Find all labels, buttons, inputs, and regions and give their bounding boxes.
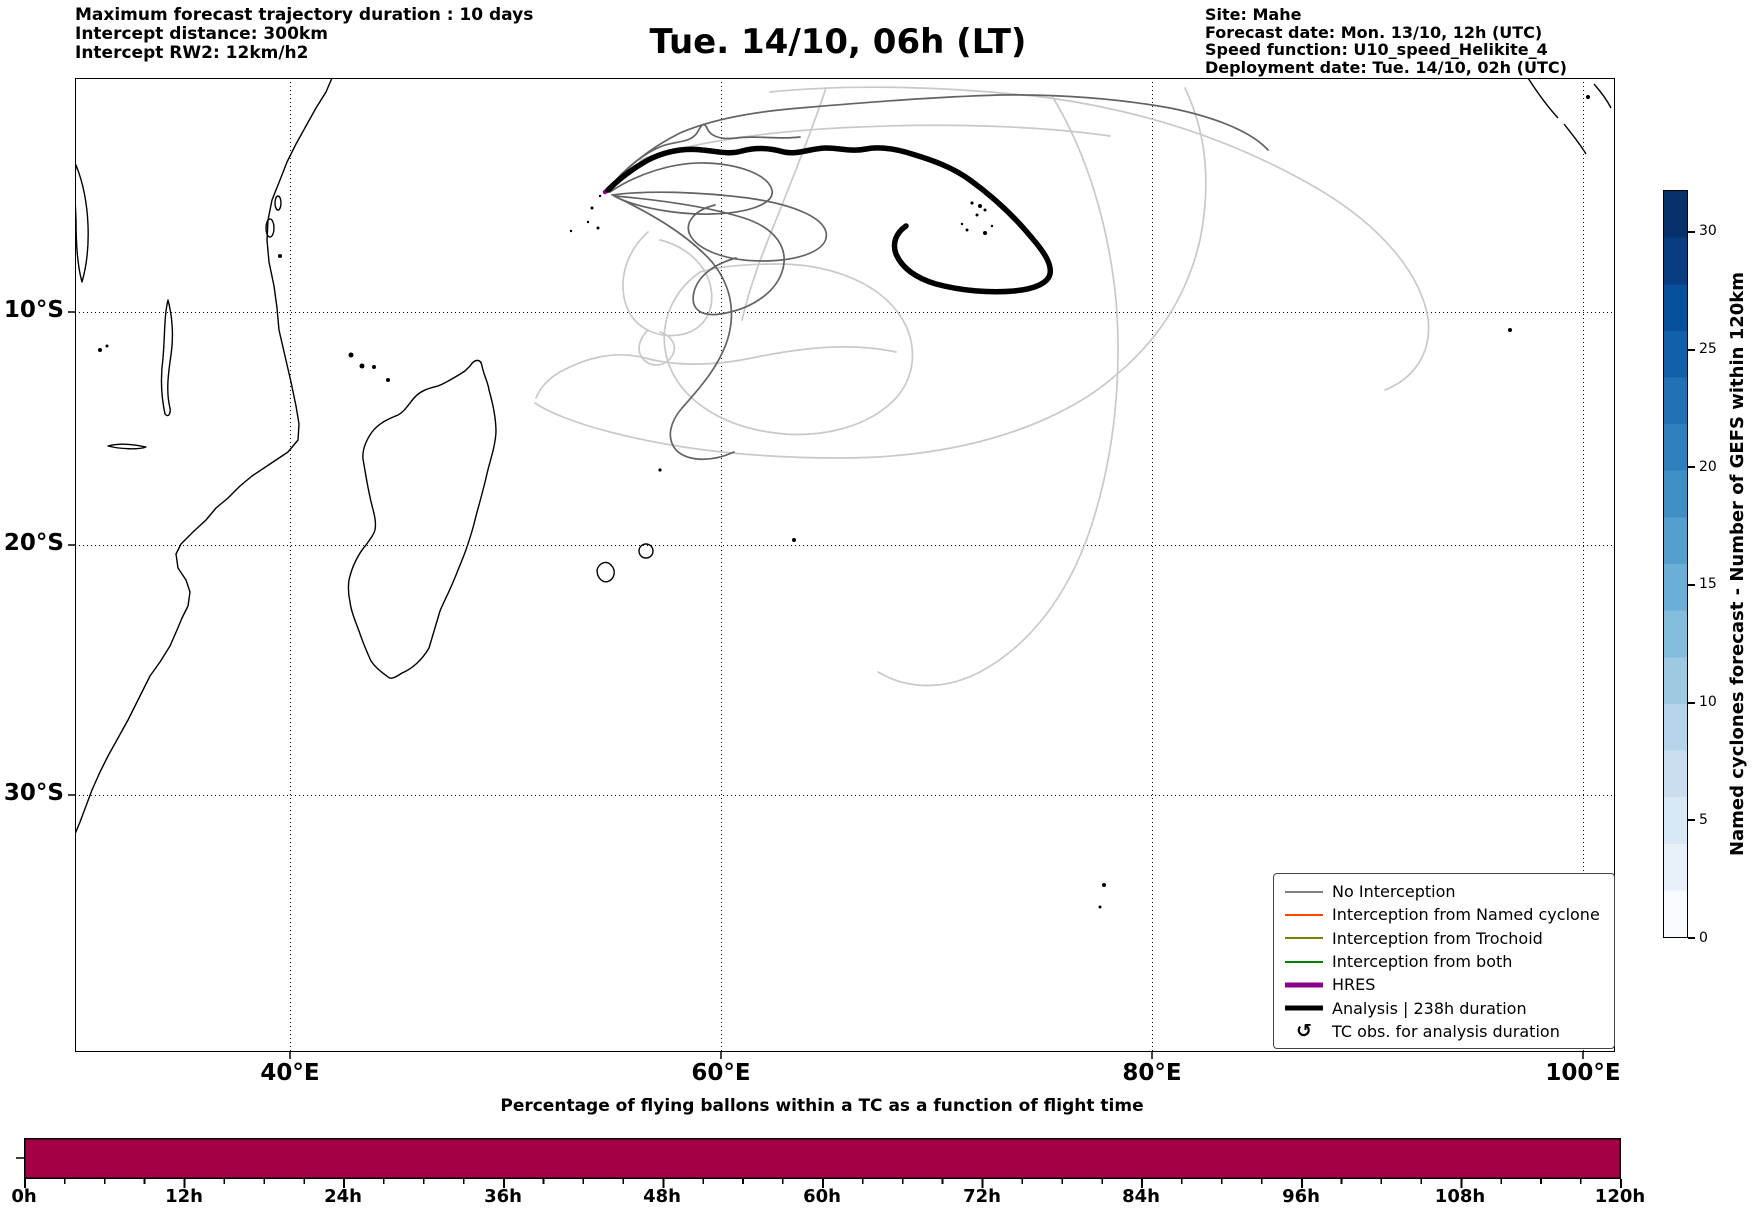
timebar-fill <box>24 1138 1621 1179</box>
legend-label: No Interception <box>1332 882 1456 902</box>
members-no-interception-dark <box>607 94 1269 461</box>
legend-row: HRES <box>1282 973 1606 996</box>
legend-label: HRES <box>1332 975 1376 995</box>
legend-row: ↺ TC obs. for analysis duration <box>1282 1020 1606 1043</box>
timebar-chart <box>24 1138 1621 1179</box>
time-tick-label: 36h <box>484 1186 522 1207</box>
sumatra-fragment <box>1527 79 1559 119</box>
gridline-60e <box>721 78 722 1052</box>
pemba-island <box>274 195 282 211</box>
colorbar-tick <box>1688 937 1695 939</box>
members-no-interception-light <box>534 86 1430 687</box>
axis-ticks <box>16 311 1584 1159</box>
site-line: Speed function: U10_speed_Helikite_4 <box>1205 40 1548 59</box>
time-tick-label: 60h <box>803 1186 841 1207</box>
time-tick-label: 96h <box>1282 1186 1320 1207</box>
site-line: Site: Mahe <box>1205 5 1302 24</box>
colorbar-tick-label: 25 <box>1699 341 1717 357</box>
named-cyclone-line-icon <box>1282 910 1326 920</box>
gridline-20s <box>75 545 1615 546</box>
colorbar-tick-label: 5 <box>1699 812 1708 828</box>
param-line: Intercept distance: 300km <box>75 24 328 44</box>
param-line: Maximum forecast trajectory duration : 1… <box>75 5 534 25</box>
legend-label: Interception from both <box>1332 952 1513 972</box>
colorbar-tick <box>1688 349 1695 351</box>
time-tick-label: 120h <box>1594 1186 1646 1207</box>
hres-line-icon <box>1282 980 1326 990</box>
lat-tick-10s: 10°S <box>3 297 64 323</box>
lake-cahora-bassa <box>107 443 147 450</box>
analysis-line-icon <box>1282 1003 1326 1013</box>
legend-row: No Interception <box>1282 880 1606 903</box>
legend-label: Interception from Trochoid <box>1332 928 1543 948</box>
colorbar-tick <box>1688 702 1695 704</box>
lake-malawi <box>160 299 174 417</box>
both-line-icon <box>1282 957 1326 967</box>
colorbar-tick-label: 30 <box>1699 223 1717 239</box>
site-line: Deployment date: Tue. 14/10, 02h (UTC) <box>1205 57 1567 77</box>
lon-tick-40e: 40°E <box>260 1060 320 1086</box>
time-tick-label: 24h <box>324 1186 362 1207</box>
lat-tick-20s: 20°S <box>3 530 64 556</box>
lake-tanganyika <box>76 164 89 283</box>
lat-tick-30s: 30°S <box>3 780 64 806</box>
legend-label: Interception from Named cyclone <box>1332 905 1600 925</box>
sumatra-fragment <box>1563 123 1587 155</box>
gridline-100e <box>1583 78 1584 1052</box>
time-tick-label: 72h <box>963 1186 1001 1207</box>
param-line: Intercept RW2: 12km/h2 <box>75 43 309 63</box>
legend-row: Interception from both <box>1282 950 1606 973</box>
gridline-10s <box>75 312 1615 313</box>
analysis-track <box>605 145 1054 295</box>
small-islands <box>98 95 1590 909</box>
time-tick-label: 84h <box>1122 1186 1160 1207</box>
lon-tick-100e: 100°E <box>1545 1060 1621 1086</box>
legend-row: Analysis | 238h duration <box>1282 996 1606 1019</box>
reunion-island <box>596 561 615 583</box>
timebar-title: Percentage of flying ballons within a TC… <box>500 1096 1144 1116</box>
coastlines <box>76 79 1612 834</box>
legend: No Interception Interception from Named … <box>1273 873 1615 1049</box>
africa-coast <box>76 79 333 834</box>
colorbar-tick-label: 0 <box>1699 930 1708 946</box>
colorbar-tick <box>1688 584 1695 586</box>
colorbar <box>1663 190 1688 938</box>
colorbar-tick <box>1688 466 1695 468</box>
legend-label: Analysis | 238h duration <box>1332 998 1527 1018</box>
time-tick-label: 0h <box>11 1186 37 1207</box>
legend-row: Interception from Trochoid <box>1282 927 1606 950</box>
legend-label: TC obs. for analysis duration <box>1332 1021 1560 1041</box>
zanzibar-island <box>265 218 275 238</box>
no-interception-line-icon <box>1282 887 1326 897</box>
gridline-40e <box>290 78 291 1052</box>
lon-tick-80e: 80°E <box>1122 1060 1182 1086</box>
site-info-block: Site: Mahe Forecast date: Mon. 13/10, 12… <box>1205 6 1567 76</box>
time-tick-label: 108h <box>1434 1186 1486 1207</box>
page-title: Tue. 14/10, 06h (LT) <box>649 22 1027 62</box>
mauritius-island <box>638 543 654 559</box>
site-line: Forecast date: Mon. 13/10, 12h (UTC) <box>1205 22 1543 42</box>
colorbar-tick <box>1688 819 1695 821</box>
colorbar-tick <box>1688 231 1695 233</box>
madagascar-coast <box>347 359 497 679</box>
legend-row: Interception from Named cyclone <box>1282 903 1606 926</box>
gridline-30s <box>75 795 1615 796</box>
colorbar-title: Named cyclones forecast - Number of GEFS… <box>1727 271 1748 857</box>
time-tick-label: 12h <box>165 1186 203 1207</box>
colorbar-tick-label: 20 <box>1699 459 1717 475</box>
sumatra-fragment <box>1593 83 1612 109</box>
colorbar-tick-label: 10 <box>1699 694 1717 710</box>
timebar-major-ticks <box>24 1179 1622 1188</box>
time-tick-label: 48h <box>643 1186 681 1207</box>
colorbar-tick-label: 15 <box>1699 576 1717 592</box>
lon-tick-60e: 60°E <box>691 1060 751 1086</box>
forecast-params-block: Maximum forecast trajectory duration : 1… <box>75 6 533 63</box>
trochoid-line-icon <box>1282 933 1326 943</box>
tc-obs-rotation-icon: ↺ <box>1296 1019 1312 1042</box>
gridline-80e <box>1152 78 1153 1052</box>
